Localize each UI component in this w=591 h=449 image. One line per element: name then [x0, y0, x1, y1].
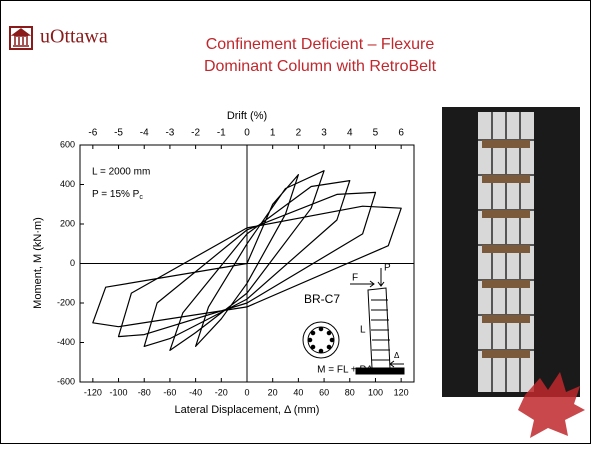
annotation: L — [360, 325, 366, 336]
x2-tick-label: 0 — [244, 128, 250, 139]
y-tick-label: 400 — [60, 179, 75, 189]
annotation-sub: c — [139, 194, 143, 201]
annotation: Δ — [394, 351, 400, 360]
x-tick-label: 40 — [293, 387, 303, 397]
annotation: P — [384, 263, 391, 274]
specimen-label: BR-C7 — [304, 292, 340, 306]
x-tick-label: 100 — [368, 387, 383, 397]
x2-tick-label: 6 — [398, 128, 404, 139]
photo — [442, 107, 580, 397]
x-tick-label: -60 — [163, 387, 176, 397]
x2-axis-title: Drift (%) — [227, 110, 267, 122]
x2-tick-label: 3 — [321, 128, 327, 139]
x-tick-label: 20 — [268, 387, 278, 397]
x2-tick-label: -3 — [165, 128, 174, 139]
x2-tick-label: 2 — [296, 128, 302, 139]
y-tick-label: 0 — [70, 258, 75, 268]
x2-tick-label: 5 — [373, 128, 379, 139]
logo-text: uOttawa — [40, 26, 108, 48]
x-tick-label: -80 — [138, 387, 151, 397]
x-tick-label: -20 — [215, 387, 228, 397]
x-tick-label: -40 — [189, 387, 202, 397]
x-tick-label: -120 — [84, 387, 102, 397]
page: uOttawa Confinement Deficient – Flexure … — [0, 0, 591, 449]
x2-tick-label: 1 — [270, 128, 276, 139]
y-tick-label: 600 — [60, 139, 75, 149]
x2-tick-label: -6 — [88, 128, 97, 139]
x-axis-title: Lateral Displacement, Δ (mm) — [175, 404, 320, 416]
x2-tick-label: -1 — [217, 128, 226, 139]
annotation: L = 2000 mm — [92, 167, 150, 178]
title-line: Confinement Deficient – Flexure — [206, 36, 435, 53]
x-tick-label: 80 — [345, 387, 355, 397]
annotation: F — [352, 273, 358, 284]
annotation: P = 15% Pc — [92, 189, 143, 201]
x2-tick-label: -4 — [140, 128, 149, 139]
y-tick-label: -400 — [57, 337, 75, 347]
formula: M = FL + PΔ — [317, 365, 373, 376]
y-tick-label: 200 — [60, 218, 75, 228]
logo-icon — [10, 27, 32, 49]
title-line: Dominant Column with RetroBelt — [204, 58, 437, 75]
x2-tick-label: -5 — [114, 128, 123, 139]
x2-tick-label: -2 — [191, 128, 200, 139]
x-tick-label: 60 — [319, 387, 329, 397]
x2-tick-label: 4 — [347, 128, 353, 139]
slide: uOttawa Confinement Deficient – Flexure … — [0, 0, 591, 444]
x-tick-label: 120 — [394, 387, 409, 397]
y-tick-label: -600 — [57, 376, 75, 386]
x-tick-label: 0 — [244, 387, 249, 397]
y-axis-title: Moment, M (kN·m) — [32, 217, 44, 309]
x-tick-label: -100 — [110, 387, 128, 397]
y-tick-label: -200 — [57, 297, 75, 307]
annotation: P = 15% P — [92, 189, 140, 200]
